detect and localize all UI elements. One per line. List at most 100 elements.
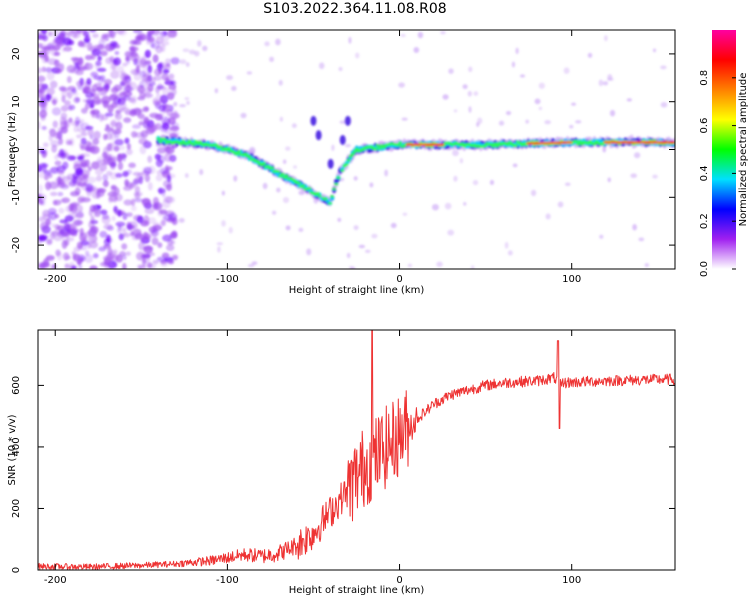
spectrogram-noise-blob — [129, 46, 139, 52]
spectrogram-noise-blob — [431, 203, 439, 211]
spectrogram-noise-blob — [141, 197, 151, 205]
spectrogram-noise-blob — [60, 180, 67, 186]
spectrogram-noise-blob — [512, 163, 518, 168]
snr-x-ticks: -200 -100 0 100 — [44, 330, 581, 586]
spectrogram-noise-blob — [476, 122, 480, 128]
spectrogram-noise-blob — [155, 174, 163, 182]
spectrogram-ridge-cell — [317, 194, 322, 198]
spectrogram-noise-blob — [77, 127, 87, 133]
spectrogram-noise-blob — [247, 263, 255, 268]
spectrogram-noise-blob — [76, 155, 85, 161]
spectrogram-noise-blob — [233, 175, 238, 182]
spectrogram-noise-blob — [143, 166, 153, 175]
spectrogram-noise-blob — [364, 249, 371, 254]
spectrogram-noise-blob — [165, 244, 175, 252]
spectrogram-noise-blob — [38, 164, 42, 172]
spectrogram-ridge-cell — [156, 137, 161, 141]
spectrogram-noise-blob — [173, 101, 178, 107]
spectrogram-noise-blob — [228, 226, 233, 234]
spectrogram-noise-blob — [97, 55, 102, 61]
spectrogram-noise-blob — [160, 43, 166, 52]
spectrogram-ridge-cell — [269, 166, 275, 170]
spectrogram-noise — [38, 30, 668, 269]
spectrogram-noise-blob — [262, 182, 268, 190]
spectrogram-ridge-cell — [284, 174, 289, 178]
colorbar-gradient — [712, 30, 736, 269]
spectrogram-noise-blob — [489, 179, 495, 186]
spectrogram-noise-blob — [47, 207, 57, 215]
spectrogram-noise-blob — [602, 81, 609, 86]
spectrogram-noise-blob — [49, 191, 58, 197]
spectrogram-noise-blob — [147, 64, 153, 74]
spectrogram-noise-blob — [470, 265, 475, 269]
spectrogram-noise-blob — [152, 54, 159, 63]
spectrogram-noise-blob — [125, 251, 131, 256]
spectrogram-x-tick-label: -200 — [44, 274, 67, 285]
spectrogram-noise-blob — [41, 30, 48, 35]
spectrogram-noise-blob — [109, 94, 118, 102]
spectrogram-noise-blob — [142, 219, 148, 226]
spectrogram-ridge — [156, 115, 675, 207]
spectrogram-ridge-feature — [339, 134, 346, 145]
spectrogram-noise-blob — [168, 259, 175, 265]
spectrogram-ridge-cell — [476, 140, 481, 146]
spectrogram-noise-blob — [110, 254, 120, 262]
spectrogram-noise-blob — [171, 230, 178, 239]
spectrogram-ridge-cell — [348, 154, 353, 158]
spectrogram-ridge-feature — [344, 115, 351, 126]
spectrogram-noise-blob — [41, 66, 47, 73]
spectrogram-noise-blob — [61, 89, 69, 98]
spectrogram-noise-blob — [38, 216, 46, 222]
spectrogram-noise-blob — [142, 235, 152, 240]
spectrogram-ridge-feature — [327, 158, 334, 169]
spectrogram-noise-blob — [135, 132, 145, 139]
spectrogram-noise-blob — [116, 153, 123, 163]
spectrogram-noise-blob — [152, 259, 159, 265]
spectrogram-ridge-feature — [315, 130, 322, 141]
spectrogram-noise-blob — [279, 116, 283, 122]
spectrogram-noise-blob — [178, 217, 185, 223]
spectrogram-noise-blob — [40, 43, 48, 52]
spectrogram-noise-blob — [440, 31, 446, 35]
spectrogram-noise-blob — [68, 261, 76, 269]
spectrogram-noise-blob — [127, 81, 137, 91]
spectrogram-ridge-peak — [670, 141, 675, 144]
spectrogram-noise-blob — [121, 96, 127, 103]
spectrogram-noise-blob — [633, 152, 641, 159]
spectrogram-noise-blob — [652, 48, 657, 53]
spectrogram-noise-blob — [97, 89, 108, 96]
spectrogram-noise-blob — [92, 44, 100, 52]
spectrogram-ridge-cell — [296, 181, 302, 185]
spectrogram-noise-blob — [116, 229, 122, 234]
spectrogram-noise-blob — [139, 70, 146, 77]
spectrogram-noise-blob — [504, 241, 509, 249]
spectrogram-noise-blob — [442, 94, 449, 100]
spectrogram-noise-blob — [168, 30, 178, 33]
spectrogram-noise-blob — [38, 88, 44, 93]
colorbar-tick-label: 0.2 — [699, 213, 710, 229]
spectrogram-noise-blob — [45, 93, 51, 102]
spectrogram-noise-blob — [106, 234, 112, 243]
spectrogram-noise-blob — [400, 33, 406, 38]
spectrogram-y-tick-label: 0 — [11, 146, 22, 152]
spectrogram-ridge-cell — [350, 152, 355, 156]
spectrogram-noise-blob — [113, 145, 120, 152]
spectrogram-noise-blob — [199, 168, 204, 176]
spectrogram-noise-blob — [132, 228, 142, 238]
spectrogram-x-ticks: -200 -100 0 100 — [44, 30, 581, 285]
spectrogram-noise-blob — [89, 30, 97, 33]
spectrogram-ridge-cell — [336, 176, 341, 180]
spectrogram-noise-blob — [278, 79, 283, 86]
spectrogram-noise-blob — [602, 146, 607, 153]
spectrogram-noise-blob — [161, 116, 171, 126]
spectrogram-noise-blob — [60, 126, 68, 134]
spectrogram-noise-blob — [62, 37, 72, 46]
spectrogram-ridge-cell — [226, 147, 231, 150]
spectrogram-noise-blob — [168, 73, 175, 80]
spectrogram-noise-blob — [102, 180, 109, 187]
spectrogram-noise-blob — [144, 173, 151, 183]
spectrogram-noise-blob — [126, 221, 132, 229]
spectrogram-noise-blob — [136, 172, 145, 181]
spectrogram-noise-blob — [158, 209, 168, 215]
